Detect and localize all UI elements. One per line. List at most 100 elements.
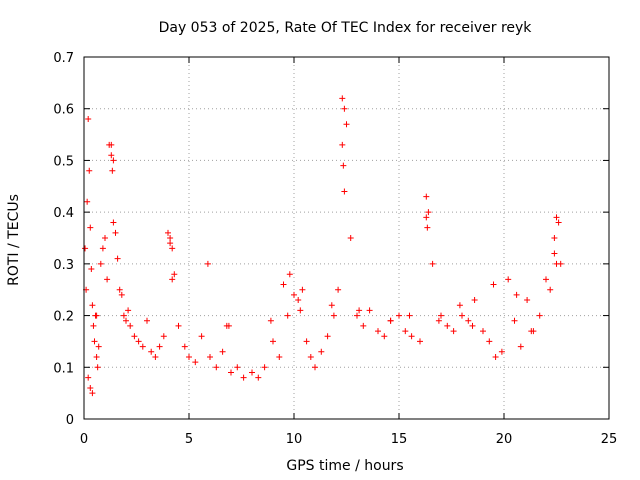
x-axis-ticks: 0 5 10 15 20 25 xyxy=(80,57,617,447)
data-point xyxy=(156,343,163,350)
x-tick-label: 10 xyxy=(286,432,303,447)
data-point xyxy=(498,348,505,355)
data-point xyxy=(536,312,543,319)
data-point xyxy=(423,214,430,221)
data-point xyxy=(490,281,497,288)
data-point xyxy=(204,260,211,267)
data-point xyxy=(347,235,354,241)
data-point xyxy=(97,260,104,267)
data-point xyxy=(328,302,335,309)
data-point xyxy=(486,338,493,345)
data-point xyxy=(553,260,560,267)
y-tick-label: 0.3 xyxy=(53,258,74,273)
data-point xyxy=(93,312,100,319)
data-point xyxy=(152,353,159,360)
x-tick-label: 20 xyxy=(496,432,513,447)
data-point xyxy=(295,297,302,304)
data-point xyxy=(459,312,465,319)
data-point xyxy=(192,359,199,366)
data-point xyxy=(492,353,499,360)
data-point xyxy=(261,364,268,371)
data-point xyxy=(84,198,91,205)
data-point xyxy=(551,235,558,241)
data-point xyxy=(93,353,100,360)
data-point xyxy=(108,141,115,148)
data-point xyxy=(360,322,367,329)
data-point xyxy=(381,333,388,340)
x-axis-title: GPS time / hours xyxy=(286,458,403,474)
data-point xyxy=(102,235,108,241)
data-point xyxy=(123,317,129,324)
data-point xyxy=(139,343,146,350)
plot-frame xyxy=(83,56,610,420)
data-point xyxy=(255,374,262,381)
data-point xyxy=(280,281,287,288)
data-point xyxy=(555,219,562,226)
data-point xyxy=(284,312,291,319)
data-point xyxy=(543,276,549,283)
data-point xyxy=(89,302,96,309)
data-point xyxy=(225,322,232,329)
data-point xyxy=(366,307,373,314)
data-point xyxy=(513,291,520,298)
data-point xyxy=(87,384,94,391)
data-point xyxy=(171,271,178,278)
data-point xyxy=(240,374,247,381)
data-point xyxy=(299,286,306,293)
data-point xyxy=(181,343,188,350)
data-point xyxy=(339,141,346,148)
data-point xyxy=(127,322,134,329)
x-tick-label: 15 xyxy=(391,432,408,447)
data-point xyxy=(438,312,444,319)
data-point xyxy=(276,353,283,360)
data-point xyxy=(435,317,442,324)
data-point xyxy=(291,291,297,298)
data-point xyxy=(116,286,123,293)
data-point xyxy=(86,167,93,174)
data-point xyxy=(553,214,560,221)
data-point xyxy=(267,317,274,324)
y-tick-label: 0.6 xyxy=(53,103,74,118)
data-point xyxy=(169,276,176,283)
data-point xyxy=(120,312,127,319)
data-point xyxy=(307,353,314,360)
data-point xyxy=(198,333,205,340)
x-tick-label: 25 xyxy=(601,432,618,447)
data-point xyxy=(444,322,451,329)
y-axis-ticks: 0 0.1 0.2 0.3 0.4 0.5 0.6 0.7 xyxy=(53,51,609,428)
data-point xyxy=(91,338,98,345)
y-tick-label: 0 xyxy=(66,413,74,428)
data-point xyxy=(213,364,220,371)
data-point xyxy=(517,343,524,350)
data-point xyxy=(148,348,155,355)
data-point xyxy=(110,219,117,226)
data-point xyxy=(249,369,255,376)
grid-lines xyxy=(84,57,609,419)
data-point xyxy=(186,353,192,360)
data-point xyxy=(104,276,111,283)
data-point xyxy=(343,121,350,128)
data-point xyxy=(465,317,472,324)
data-point xyxy=(551,250,558,257)
data-point xyxy=(511,317,518,324)
data-point xyxy=(375,328,381,335)
data-point xyxy=(425,209,432,216)
data-point xyxy=(90,322,97,329)
data-points xyxy=(82,95,564,397)
data-point xyxy=(406,312,413,319)
data-point xyxy=(341,188,348,195)
data-point xyxy=(480,328,486,335)
data-point xyxy=(228,369,234,376)
data-point xyxy=(85,374,92,381)
data-point xyxy=(469,322,476,329)
y-tick-label: 0.7 xyxy=(53,51,74,66)
data-point xyxy=(297,307,304,314)
data-point xyxy=(234,364,241,371)
data-point xyxy=(456,302,463,309)
data-point xyxy=(169,245,176,252)
data-point xyxy=(88,266,95,273)
data-point xyxy=(167,235,174,241)
data-point xyxy=(330,312,337,319)
